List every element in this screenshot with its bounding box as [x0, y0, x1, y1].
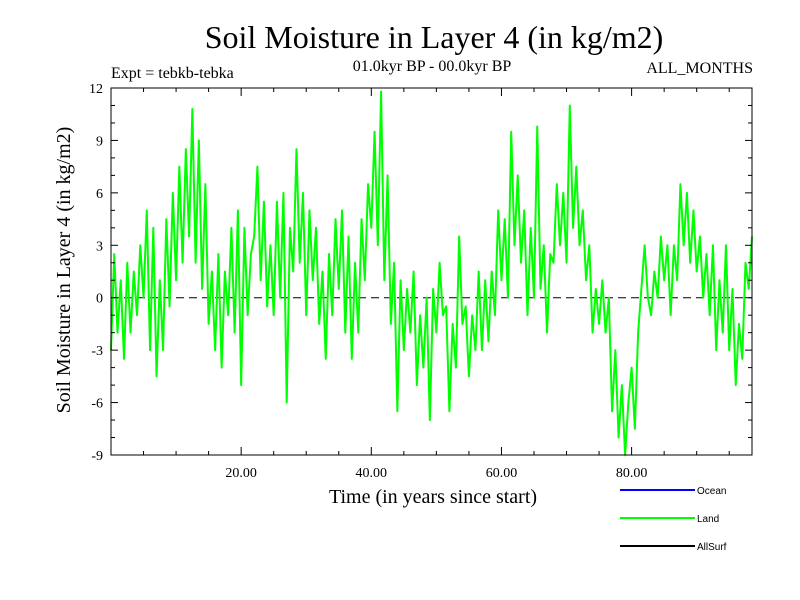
x-tick-label: 40.00 [356, 466, 388, 481]
y-tick-label: 9 [96, 134, 103, 149]
x-tick-label: 80.00 [616, 466, 648, 481]
y-tick-label: -6 [91, 397, 103, 412]
subtitle-center: 01.0kyr BP - 00.0kyr BP [353, 58, 512, 75]
y-tick-label: 0 [96, 292, 103, 307]
subtitle-right: ALL_MONTHS [646, 60, 753, 77]
series-line-land [110, 90, 753, 456]
legend-label-ocean: Ocean [697, 486, 726, 497]
y-tick-label: -3 [91, 344, 103, 359]
plot-area [110, 90, 753, 456]
x-tick-label: 60.00 [486, 466, 518, 481]
chart-title: Soil Moisture in Layer 4 (in kg/m2) [205, 19, 664, 55]
x-axis-label: Time (in years since start) [329, 486, 537, 508]
y-tick-label: -9 [91, 449, 103, 464]
legend: Ocean Land AllSurf [620, 486, 727, 553]
plot-frame [110, 87, 753, 456]
y-tick-label: 12 [89, 82, 103, 97]
y-tick-label: 6 [96, 187, 103, 202]
y-tick-label: 3 [96, 239, 103, 254]
x-tick-label: 20.00 [225, 466, 257, 481]
title-group: Soil Moisture in Layer 4 (in kg/m2) Expt… [111, 19, 753, 82]
subtitle-left: Expt = tebkb-tebka [111, 65, 234, 82]
y-axis-label: Soil Moisture in Layer 4 (in kg/m2) [53, 127, 75, 414]
axes: 12 9 6 3 0 -3 -6 -9 20.00 40.00 60.00 80.00 [89, 82, 753, 481]
legend-label-land: Land [697, 514, 719, 525]
legend-label-allsurf: AllSurf [697, 542, 727, 553]
